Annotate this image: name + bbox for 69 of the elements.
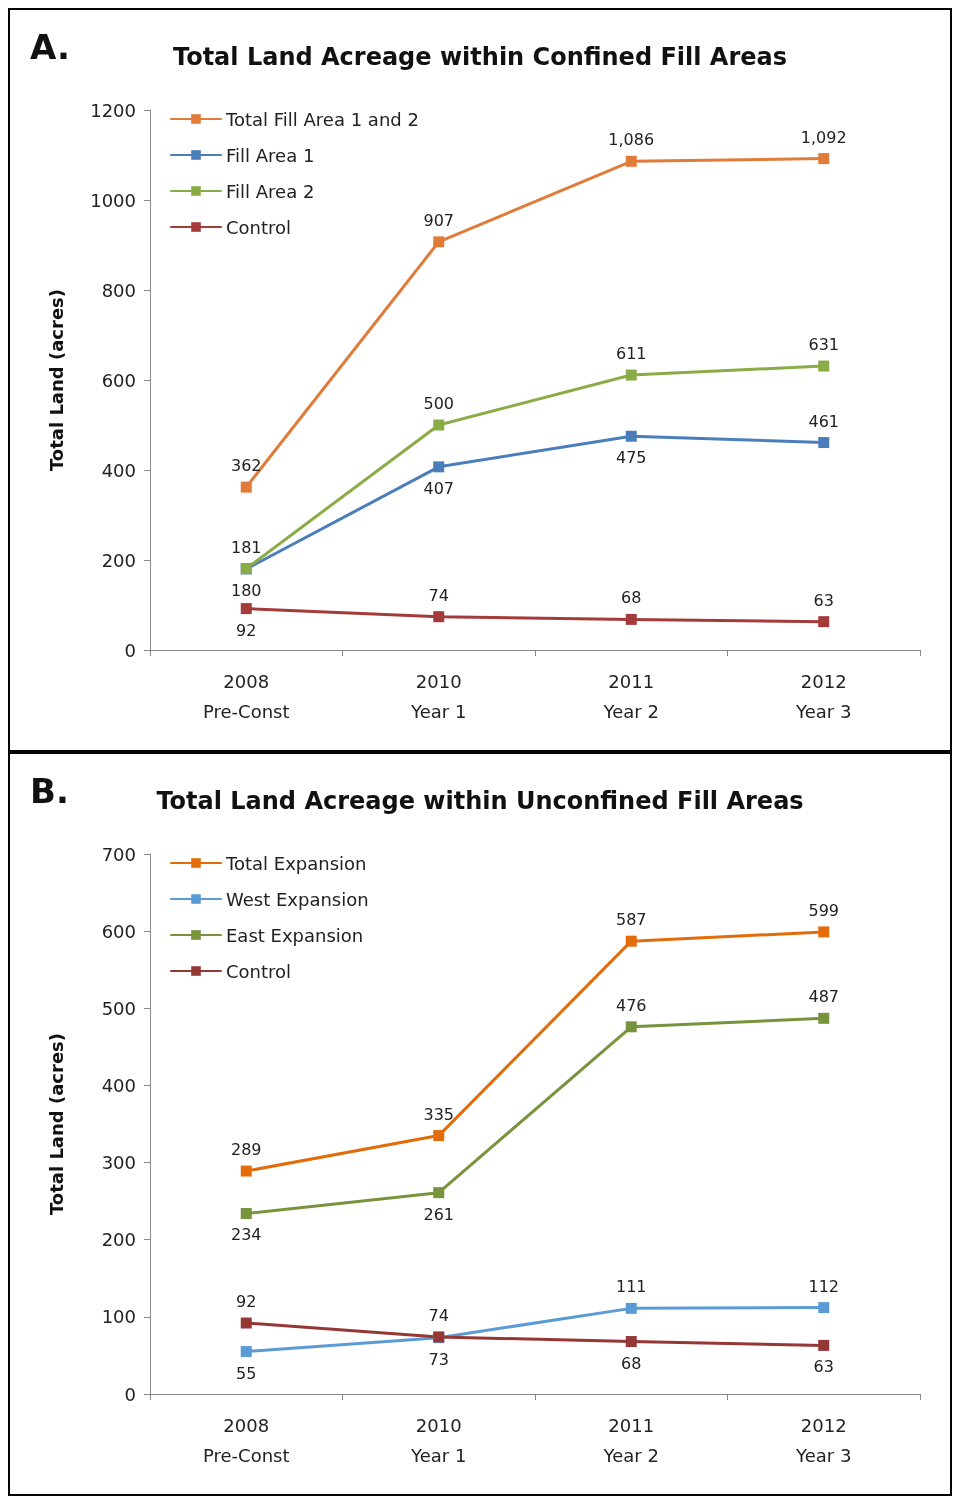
y-axis-title: Total Land (acres) <box>45 288 67 472</box>
legend-label: Total Fill Area 1 and 2 <box>225 108 419 130</box>
x-tick-label: 2010 Year 1 <box>410 670 467 722</box>
data-label: 1,092 <box>800 127 847 147</box>
x-tick-label: 2012 Year 3 <box>795 670 852 722</box>
y-tick-label: 600 <box>101 920 136 942</box>
data-label: 68 <box>621 1353 642 1373</box>
data-label: 74 <box>428 1305 449 1325</box>
data-label: 407 <box>423 478 455 498</box>
y-tick-label: 600 <box>101 369 136 391</box>
data-label: 476 <box>615 995 647 1015</box>
legend-label: East Expansion <box>226 924 364 946</box>
data-label: 63 <box>813 590 834 610</box>
legend-label: West Expansion <box>226 888 369 910</box>
data-label: 587 <box>615 910 647 930</box>
data-label: 63 <box>813 1357 834 1377</box>
data-label: 611 <box>615 344 647 364</box>
data-label: 335 <box>423 1104 455 1124</box>
data-label: 487 <box>808 987 840 1007</box>
data-label: 181 <box>230 537 262 557</box>
legend-label: Total Expansion <box>225 852 367 874</box>
x-tick-label: 2008 Pre-Const <box>202 670 290 722</box>
data-label: 362 <box>230 456 262 476</box>
data-label: 289 <box>230 1140 262 1160</box>
y-tick-label: 300 <box>101 1152 136 1174</box>
data-label: 112 <box>808 1276 840 1296</box>
y-tick-label: 800 <box>101 279 136 301</box>
y-tick-label: 0 <box>124 1383 136 1405</box>
y-tick-label: 1000 <box>90 189 136 211</box>
x-tick-label: 2008 Pre-Const <box>202 1414 290 1466</box>
data-label: 475 <box>615 448 647 468</box>
y-tick-label: 200 <box>101 1229 136 1251</box>
data-label: 261 <box>423 1204 455 1224</box>
y-tick-label: 400 <box>101 1074 136 1096</box>
data-label: 461 <box>808 411 840 431</box>
y-tick-label: 700 <box>101 843 136 865</box>
y-axis-title: Total Land (acres) <box>45 1032 67 1216</box>
chart-title: Total Land Acreage within Unconfined Fill Areas <box>156 787 804 815</box>
y-tick-label: 200 <box>101 549 136 571</box>
data-label: 599 <box>808 900 840 920</box>
data-label: 180 <box>230 581 262 600</box>
y-tick-label: 1200 <box>90 99 136 121</box>
data-label: 92 <box>236 620 257 640</box>
data-label: 73 <box>428 1349 449 1369</box>
y-tick-label: 0 <box>124 639 136 661</box>
x-tick-label: 2011 Year 2 <box>602 670 659 722</box>
data-label: 92 <box>236 1292 257 1312</box>
chart-title: Total Land Acreage within Confined Fill Areas <box>172 43 788 71</box>
data-label: 234 <box>230 1225 262 1245</box>
data-label: 111 <box>615 1277 647 1297</box>
x-tick-label: 2011 Year 2 <box>602 1414 659 1466</box>
y-tick-label: 500 <box>101 997 136 1019</box>
x-tick-label: 2012 Year 3 <box>795 1414 852 1466</box>
text: A. <box>30 27 70 67</box>
text: B. <box>30 771 69 811</box>
legend-label: Fill Area 2 <box>226 180 315 202</box>
data-label: 55 <box>236 1363 257 1383</box>
legend-label: Fill Area 1 <box>226 144 315 166</box>
data-label: 74 <box>428 585 449 605</box>
x-tick-label: 2010 Year 1 <box>410 1414 467 1466</box>
data-label: 68 <box>621 588 642 608</box>
data-label: 907 <box>423 210 455 230</box>
y-tick-label: 100 <box>101 1306 136 1328</box>
data-label: 500 <box>423 394 455 413</box>
y-tick-label: 400 <box>101 459 136 481</box>
data-label: 1,086 <box>608 130 655 150</box>
legend-label: Control <box>226 960 292 982</box>
legend-label: Control <box>226 216 292 238</box>
data-label: 631 <box>808 335 840 355</box>
